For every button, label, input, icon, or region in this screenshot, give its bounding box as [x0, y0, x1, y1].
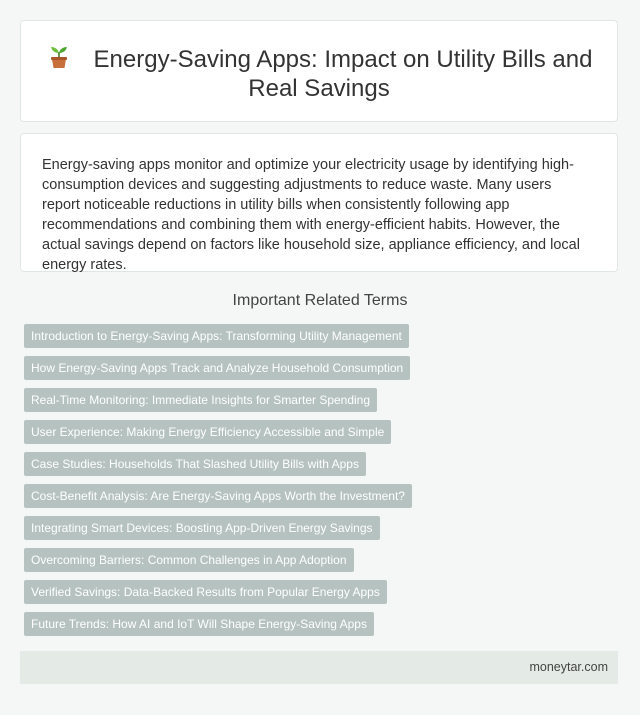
term-tag-barriers[interactable]: Overcoming Barriers: Common Challenges i… — [24, 548, 354, 572]
related-terms-heading: Important Related Terms — [232, 292, 408, 309]
related-terms-list: Introduction to Energy-Saving Apps: Tran… — [24, 324, 616, 644]
footer-site-link[interactable]: moneytar.com — [529, 660, 608, 674]
term-tag-smart-devices[interactable]: Integrating Smart Devices: Boosting App-… — [24, 516, 380, 540]
term-tag-real-time-monitoring[interactable]: Real-Time Monitoring: Immediate Insights… — [24, 388, 378, 412]
term-tag-user-experience[interactable]: User Experience: Making Energy Efficienc… — [24, 420, 392, 444]
page-title-text: Energy-Saving Apps: Impact on Utility Bi… — [93, 46, 593, 102]
term-tag-cost-benefit[interactable]: Cost-Benefit Analysis: Are Energy-Saving… — [24, 484, 412, 508]
footer: moneytar.com — [20, 651, 618, 684]
intro-card: Energy-saving apps monitor and optimize … — [20, 133, 618, 273]
seedling-icon — [46, 44, 72, 70]
header-card: Energy-Saving Apps: Impact on Utility Bi… — [20, 20, 618, 122]
term-tag-future-trends[interactable]: Future Trends: How AI and IoT Will Shape… — [24, 612, 374, 636]
term-tag-introduction[interactable]: Introduction to Energy-Saving Apps: Tran… — [24, 324, 409, 348]
term-tag-tracking[interactable]: How Energy-Saving Apps Track and Analyze… — [24, 356, 411, 380]
page-title: Energy-Saving Apps: Impact on Utility Bi… — [21, 44, 617, 103]
term-tag-verified-savings[interactable]: Verified Savings: Data-Backed Results fr… — [24, 580, 387, 604]
term-tag-case-studies[interactable]: Case Studies: Households That Slashed Ut… — [24, 452, 366, 476]
intro-paragraph: Energy-saving apps monitor and optimize … — [42, 157, 580, 273]
